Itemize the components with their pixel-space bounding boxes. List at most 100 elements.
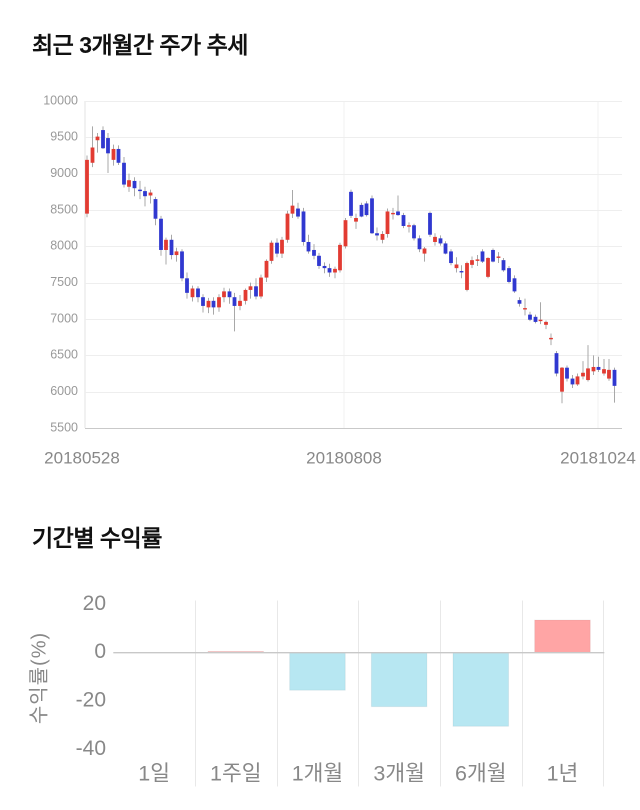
candle-down <box>153 199 158 219</box>
candle-up <box>422 248 427 254</box>
return-bar-1년 <box>534 619 591 654</box>
candle-down <box>306 241 311 252</box>
candle-down <box>370 198 374 234</box>
candle-wicks <box>86 126 615 404</box>
candle-down <box>401 215 406 226</box>
candle-down <box>364 203 369 216</box>
svg-text:1개월: 1개월 <box>292 762 344 786</box>
candle-down <box>417 238 422 250</box>
candle-bodies <box>85 130 617 392</box>
svg-text:7000: 7000 <box>50 311 78 325</box>
candle-up <box>243 289 248 301</box>
candle-up <box>333 268 337 273</box>
y-axis-labels: 20 0 -20 -40 <box>76 592 106 760</box>
svg-text:20181024: 20181024 <box>560 448 636 467</box>
candle-up <box>148 192 153 196</box>
x-axis-labels: 20180528 20180808 20181024 <box>44 448 636 467</box>
returns-bar-chart: 20 0 -20 -40 수익률(%) 1일 1주일 1개월 3개월 6개월 1년 <box>27 592 605 787</box>
candle-up <box>581 372 585 377</box>
candle-up <box>343 220 348 247</box>
candle-down <box>143 191 147 197</box>
svg-text:5500: 5500 <box>50 420 78 434</box>
candle-up <box>248 286 253 290</box>
candle-up <box>544 321 548 325</box>
candle-down <box>570 378 575 385</box>
candle-down <box>211 300 216 308</box>
candle-down <box>317 255 321 266</box>
svg-text:20180808: 20180808 <box>306 448 382 467</box>
candle-up <box>280 239 284 254</box>
candle-down <box>180 251 184 279</box>
candle-up <box>523 308 527 310</box>
candle-up <box>95 136 100 141</box>
candle-up <box>586 368 590 381</box>
candle-down <box>169 239 174 256</box>
candle-up <box>269 242 274 261</box>
candle-down <box>359 204 364 217</box>
candle-down <box>443 243 448 254</box>
svg-text:6500: 6500 <box>50 348 78 362</box>
candle-down <box>501 260 506 271</box>
category-labels: 1일 1주일 1개월 3개월 6개월 1년 <box>138 762 578 786</box>
candle-down <box>480 251 485 262</box>
candle-down <box>312 249 316 256</box>
candle-down <box>428 212 432 235</box>
candle-up <box>222 291 226 298</box>
candle-down <box>322 265 327 269</box>
y-axis-labels: 10000 9500 9000 8500 8000 7500 7000 6500 6000 550… <box>43 93 78 434</box>
candle-down <box>517 300 522 304</box>
candle-up <box>433 236 437 242</box>
candle-up <box>127 180 131 187</box>
candle-up <box>111 148 116 160</box>
candle-up <box>391 212 395 215</box>
candle-up <box>538 319 543 322</box>
svg-text:10000: 10000 <box>43 93 78 107</box>
candle-down <box>159 218 163 250</box>
candle-down <box>227 291 232 298</box>
svg-text:20180528: 20180528 <box>44 448 120 467</box>
candle-down <box>459 271 464 273</box>
candle-up <box>190 288 195 298</box>
candle-down <box>375 233 379 236</box>
candle-down <box>412 225 416 239</box>
candle-down <box>301 211 306 242</box>
svg-text:6개월: 6개월 <box>455 762 507 786</box>
candle-down <box>396 211 400 216</box>
candle-up <box>486 257 490 277</box>
svg-text:1년: 1년 <box>547 762 579 786</box>
svg-text:3개월: 3개월 <box>373 762 425 786</box>
candle-up <box>354 217 358 222</box>
svg-text:8500: 8500 <box>50 202 78 216</box>
svg-text:-20: -20 <box>76 689 106 712</box>
candle-up <box>549 337 553 340</box>
candle-down <box>327 268 332 273</box>
candle-down <box>122 162 126 185</box>
candle-down <box>491 249 495 262</box>
candle-up <box>465 263 469 290</box>
candle-down <box>106 138 110 154</box>
candle-up <box>338 244 342 271</box>
candle-down <box>612 369 617 386</box>
candle-down <box>449 251 453 264</box>
candle-up <box>575 376 580 385</box>
candle-up <box>85 159 89 214</box>
candle-up <box>285 213 290 240</box>
return-bar-3개월 <box>370 652 428 708</box>
candle-down <box>528 314 532 320</box>
candle-down <box>116 148 121 163</box>
candle-down <box>254 286 258 297</box>
candle-down <box>349 191 353 216</box>
candle-up <box>164 239 168 250</box>
svg-text:수익률(%): 수익률(%) <box>27 632 50 724</box>
candle-down <box>554 353 559 374</box>
candle-up <box>407 225 411 227</box>
candle-down <box>507 268 511 282</box>
svg-text:1주일: 1주일 <box>210 762 262 786</box>
gridlines <box>84 101 622 429</box>
candle-down <box>232 297 237 306</box>
candle-up <box>238 300 242 306</box>
candle-down <box>101 130 105 149</box>
svg-text:1일: 1일 <box>138 762 170 786</box>
candlestick-chart: 10000 9500 9000 8500 8000 7500 7000 6500 6000 550… <box>43 93 636 467</box>
